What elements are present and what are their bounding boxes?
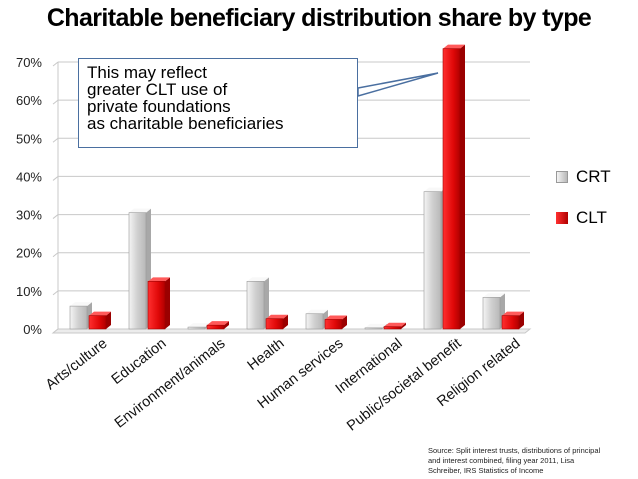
source-line: Source: Split interest trusts, distribut… <box>428 446 601 455</box>
bar-top <box>502 311 524 316</box>
x-tick-label: Health <box>245 336 288 374</box>
bar-top <box>306 309 328 314</box>
bar-top <box>365 323 387 328</box>
bar-clt <box>442 44 465 330</box>
bar-clt <box>206 321 229 330</box>
y-tick-label: 50% <box>16 131 42 146</box>
bar-crt <box>69 302 92 330</box>
bar-face <box>482 297 501 330</box>
legend-item-clt: CLT <box>556 208 607 228</box>
gridline-depth <box>52 252 59 258</box>
bar-clt <box>265 314 288 330</box>
bar-side <box>165 277 170 329</box>
bar-face <box>187 326 206 330</box>
bar-top <box>89 311 111 316</box>
bar-clt <box>501 311 524 330</box>
bar-top <box>207 321 229 326</box>
bar-top <box>148 277 170 282</box>
bar-top <box>384 322 406 327</box>
annotation-line: greater CLT use of <box>87 80 228 99</box>
bar-clt <box>88 311 111 330</box>
x-tick-label: Public/societal benefit <box>344 336 464 435</box>
bar-top <box>266 314 288 319</box>
annotation-line: private foundations <box>87 97 231 116</box>
annotation-callout: This may reflect greater CLT use of priv… <box>78 58 358 148</box>
bar-top <box>247 277 269 282</box>
x-tick-label: Environment/animals <box>112 336 229 432</box>
y-tick-label: 10% <box>16 284 42 299</box>
bar-top <box>483 293 505 298</box>
bar-face <box>206 324 225 330</box>
y-tick-label: 70% <box>16 55 42 70</box>
annotation-line: This may reflect <box>87 63 207 82</box>
bar-side <box>264 277 269 329</box>
y-tick-label: 30% <box>16 208 42 223</box>
bar-side <box>224 321 229 329</box>
bar-face <box>88 315 107 330</box>
bar-face <box>265 318 284 330</box>
bar-face <box>423 191 442 330</box>
bar-face <box>383 326 402 330</box>
bar-top <box>70 302 92 307</box>
bar-top <box>443 44 465 49</box>
x-axis-ticks: Arts/cultureEducationEnvironment/animals… <box>43 336 524 435</box>
callout-pointer <box>357 72 439 97</box>
legend-label-clt: CLT <box>576 208 607 227</box>
bar-clt <box>324 315 347 330</box>
x-tick-label: Arts/culture <box>43 336 111 394</box>
chart-title: Charitable beneficiary distribution shar… <box>46 4 592 32</box>
gridline-depth <box>52 214 59 219</box>
bar-face <box>501 315 520 330</box>
source-note: Source: Split interest trusts, distribut… <box>428 446 634 476</box>
bar-top <box>129 208 151 213</box>
bar-face <box>147 281 166 330</box>
legend-swatch-clt <box>556 212 568 224</box>
bar-crt <box>482 293 505 330</box>
bar-side <box>106 311 111 329</box>
gridline-depth <box>52 61 59 67</box>
bar-face <box>69 305 88 330</box>
gridline-depth <box>52 176 59 181</box>
bar-clt <box>147 277 170 330</box>
y-tick-label: 0% <box>23 322 42 337</box>
bar-top <box>188 323 210 328</box>
source-line: Schreiber, IRS Statistics of Income <box>428 466 544 475</box>
bar-side <box>519 311 524 329</box>
bar-clt <box>383 322 406 330</box>
gridline-depth <box>52 137 59 143</box>
bar-top <box>325 315 347 320</box>
bar-side <box>401 322 406 329</box>
bar-side <box>283 314 288 329</box>
bar-crt <box>246 277 269 330</box>
bar-crt <box>128 208 151 330</box>
source-line: and interest combined, filing year 2011,… <box>428 456 575 465</box>
bar-face <box>442 48 461 330</box>
annotation-line: as charitable beneficiaries <box>87 114 284 133</box>
bar-top <box>424 187 446 192</box>
bar-crt <box>187 323 210 330</box>
bar-face <box>246 281 265 330</box>
bar-face <box>305 313 324 330</box>
bar-face <box>128 212 147 330</box>
legend-label-crt: CRT <box>576 167 611 186</box>
bar-side <box>460 44 465 330</box>
bar-face <box>324 319 343 330</box>
gridline-depth <box>52 290 59 296</box>
y-tick-label: 20% <box>16 246 42 261</box>
legend-swatch-crt <box>556 171 568 183</box>
y-axis-ticks: 0% 10% 20% 30% 40% 50% 60% 70% <box>16 55 42 337</box>
legend-item-crt: CRT <box>556 167 611 187</box>
bar-face <box>364 327 383 330</box>
bar-side <box>342 315 347 329</box>
gridline-depth <box>52 99 59 105</box>
bars <box>69 44 524 330</box>
y-tick-label: 40% <box>16 169 42 184</box>
chart-floor <box>51 328 532 334</box>
y-tick-label: 60% <box>16 93 42 108</box>
